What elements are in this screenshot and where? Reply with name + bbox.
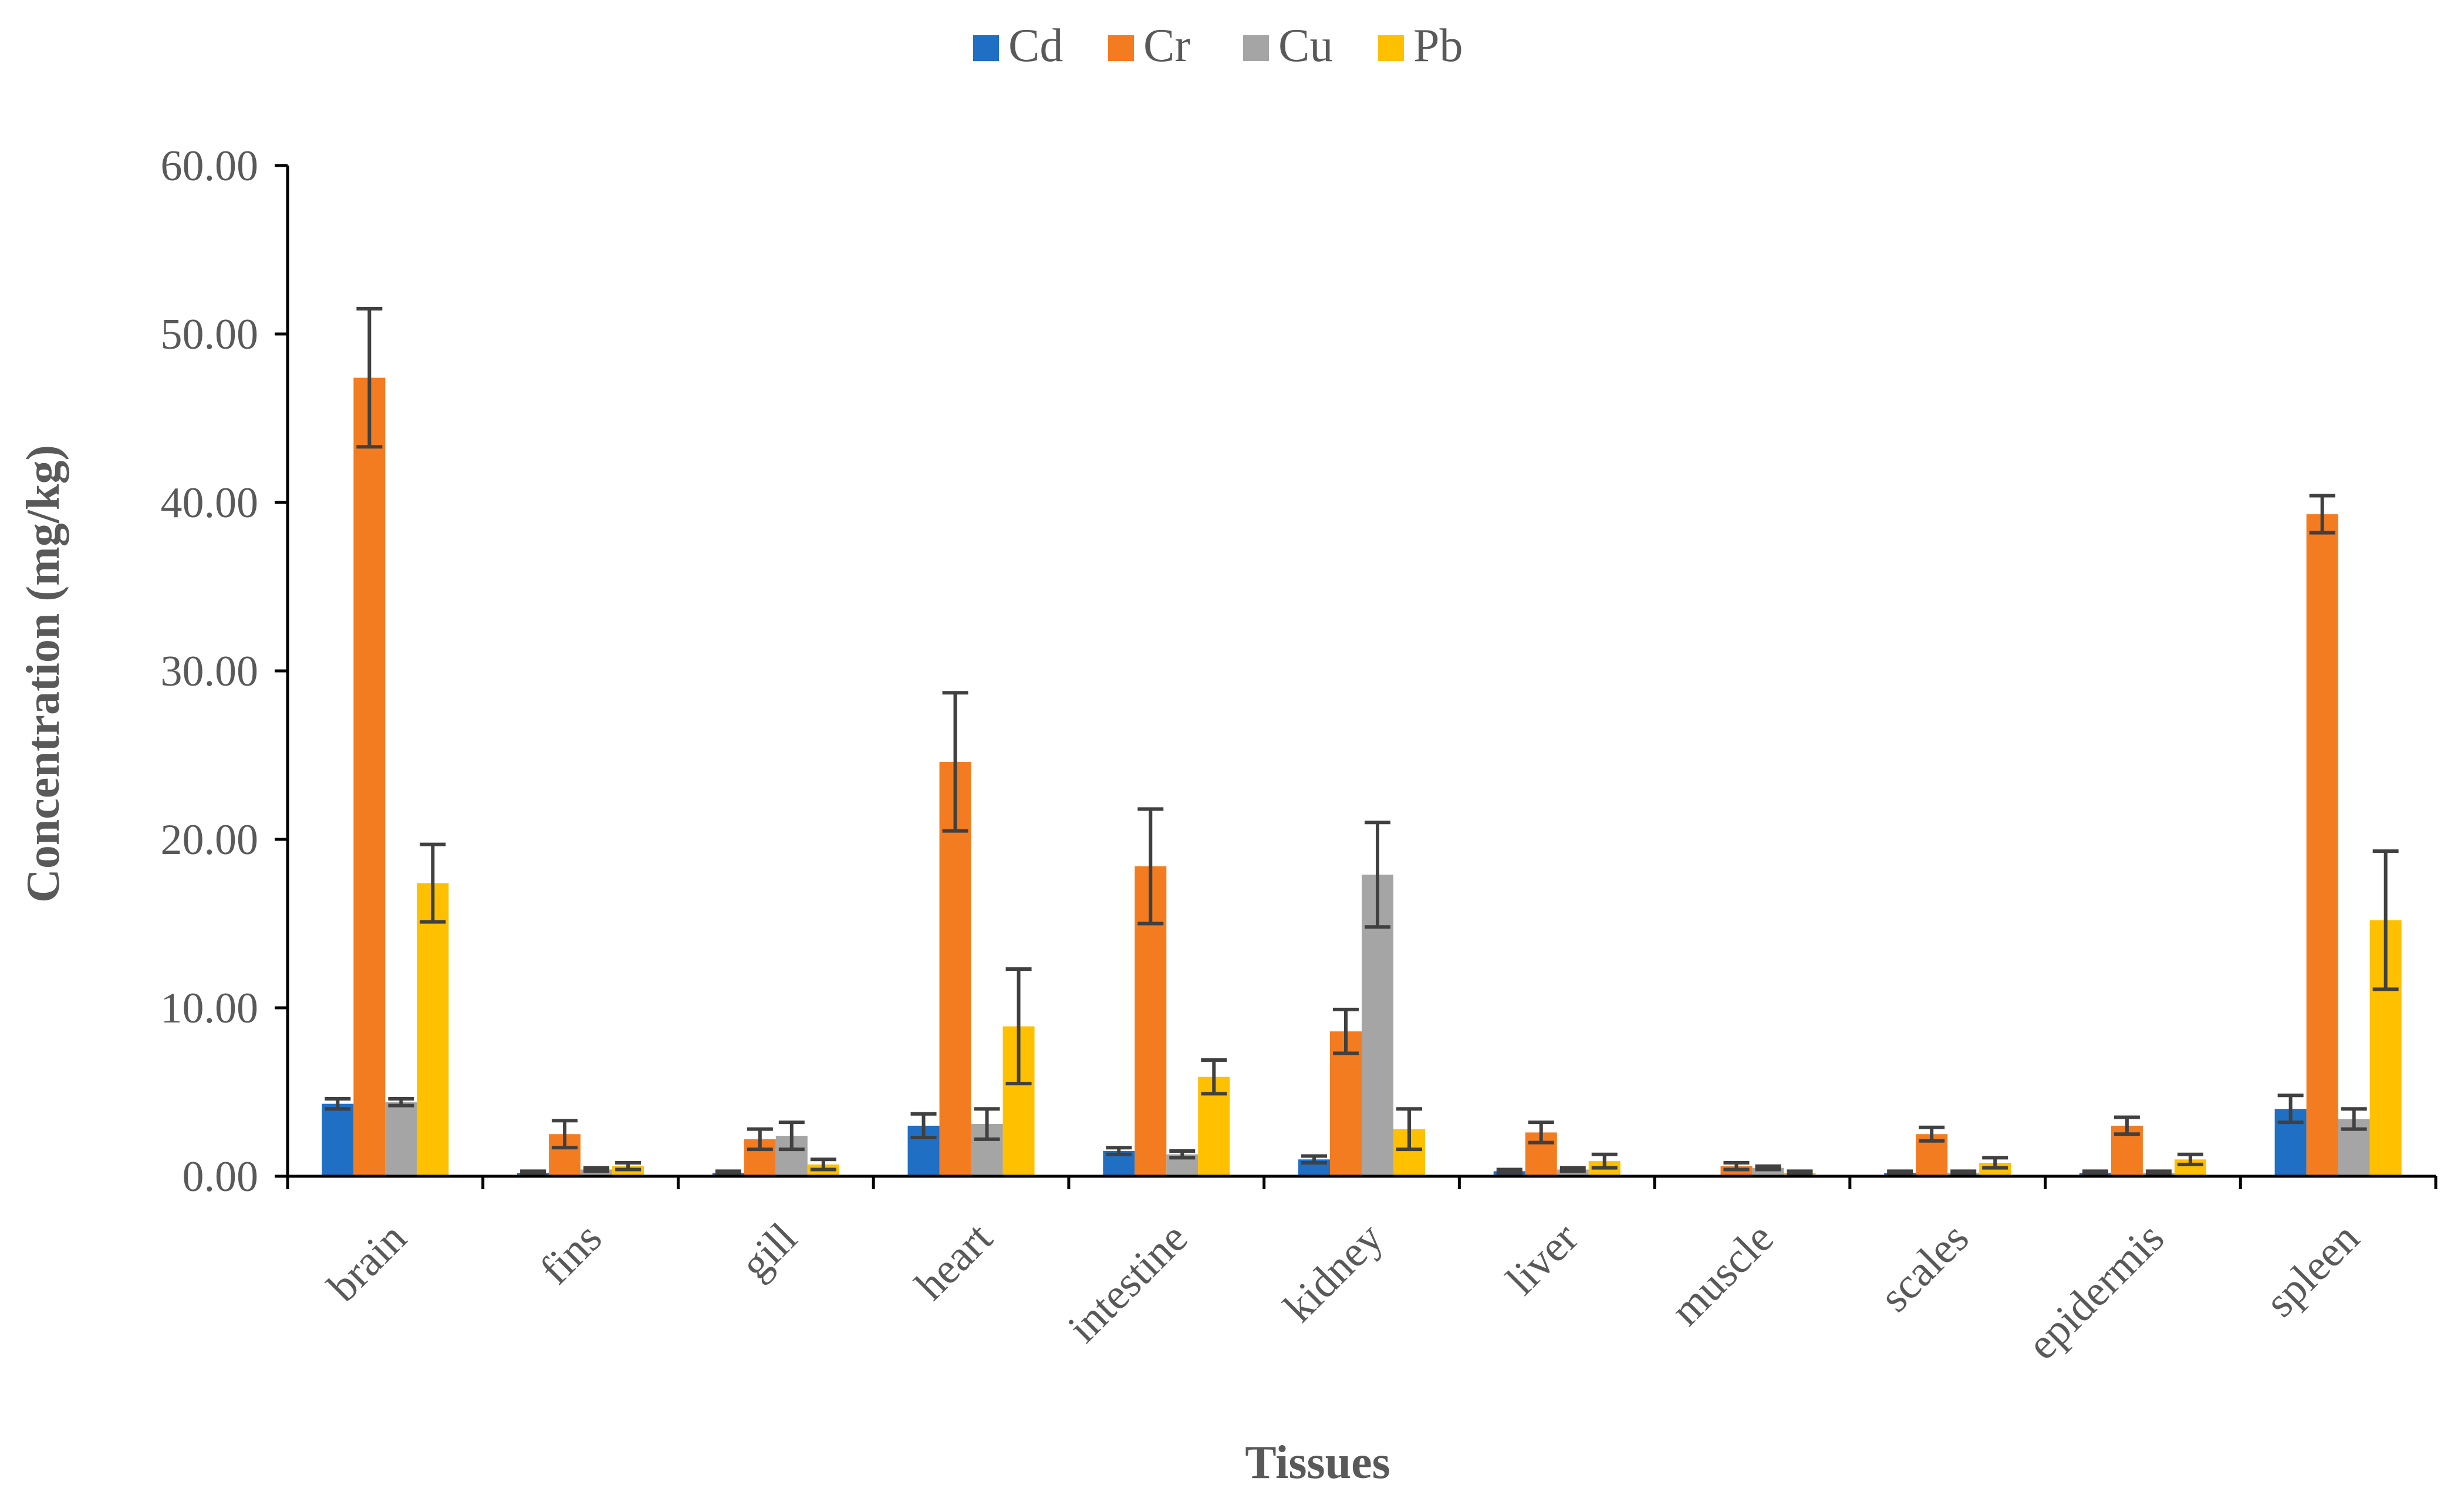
error-bar: [2309, 494, 2335, 535]
y-axis: 0.00 10.00 20.00 30.00 40.00 50.00 60.00: [161, 142, 289, 1201]
x-category-label: heart: [906, 1214, 1002, 1310]
x-category-label: epidermis: [2018, 1214, 2173, 1369]
error-bar: [1755, 1164, 1781, 1172]
error-bar: [1950, 1169, 1977, 1177]
x-category-label: spleen: [2256, 1214, 2369, 1327]
legend-item-pb: Pb: [1378, 20, 1463, 72]
y-tick-label: 20.00: [161, 816, 259, 864]
error-bar: [1137, 807, 1164, 926]
bar-cr-brain: [353, 377, 386, 1176]
legend-swatch: [1378, 35, 1404, 61]
y-tick-label: 60.00: [161, 142, 259, 190]
legend-swatch: [1108, 35, 1134, 61]
y-tick-label: 50.00: [161, 310, 259, 359]
error-bar: [2277, 1094, 2304, 1125]
error-bar: [1887, 1169, 1913, 1177]
error-bar: [552, 1119, 578, 1150]
legend-label: Cr: [1143, 20, 1190, 72]
error-bar: [1201, 1058, 1227, 1096]
x-axis-title: Tissues: [1245, 1437, 1390, 1489]
error-bar: [583, 1166, 610, 1173]
x-category-label: brain: [319, 1214, 416, 1311]
error-bar: [810, 1157, 836, 1172]
error-bar: [1365, 821, 1390, 929]
error-bar: [388, 1096, 414, 1108]
error-bar: [1396, 1107, 1422, 1152]
y-tick-label: 0.00: [183, 1153, 259, 1201]
bar-cr-kidney: [1330, 1031, 1362, 1176]
x-category-label: intestine: [1059, 1214, 1197, 1352]
error-bar: [974, 1107, 1000, 1141]
y-axis-title: Concentration (mg/kg): [18, 445, 69, 903]
series-cr: [353, 306, 2338, 1176]
error-bar: [2114, 1115, 2140, 1136]
x-category-label: fins: [531, 1214, 611, 1294]
x-category-label: muscle: [1662, 1214, 1783, 1335]
y-tick-label: 30.00: [161, 647, 259, 696]
series-cu: [385, 821, 2370, 1177]
error-bar: [520, 1169, 546, 1177]
x-axis: brain fins gill heart intestine kidney liver mu…: [286, 1174, 2438, 1369]
legend-label: Cu: [1278, 20, 1333, 72]
series-pb: [417, 842, 2402, 1177]
error-bar: [356, 306, 383, 449]
error-bar: [1919, 1125, 1945, 1143]
error-bar: [2372, 849, 2399, 991]
error-bar: [1723, 1161, 1750, 1172]
legend-item-cu: Cu: [1243, 20, 1333, 72]
error-bar: [1591, 1152, 1618, 1170]
legend-swatch: [973, 35, 999, 61]
bar-cr-spleen: [2306, 514, 2338, 1176]
error-bar: [615, 1161, 642, 1172]
error-bar: [2341, 1107, 2367, 1131]
y-tick-label: 40.00: [161, 479, 259, 527]
y-tick-label: 10.00: [161, 984, 259, 1032]
error-bar: [1496, 1167, 1522, 1175]
error-bar: [420, 842, 446, 924]
legend-label: Pb: [1413, 20, 1463, 72]
error-bar: [1559, 1166, 1586, 1173]
legend-swatch: [1243, 35, 1269, 61]
legend-item-cr: Cr: [1108, 20, 1190, 72]
legend-item-cd: Cd: [973, 20, 1063, 72]
error-bar: [778, 1120, 805, 1152]
x-category-label: liver: [1497, 1214, 1588, 1304]
error-bar: [747, 1127, 773, 1152]
bar-pb-brain: [417, 883, 449, 1176]
legend: Cd Cr Cu Pb: [973, 20, 1463, 72]
bar-cd-brain: [322, 1103, 354, 1176]
x-category-label: gill: [731, 1214, 806, 1289]
error-bar: [2082, 1169, 2108, 1177]
error-bar: [1301, 1154, 1327, 1165]
error-bar: [942, 691, 968, 833]
error-bar: [715, 1169, 741, 1177]
error-bar: [1982, 1156, 2008, 1170]
x-category-label: scales: [1871, 1214, 1978, 1321]
error-bar: [1169, 1149, 1196, 1160]
error-bar: [2177, 1152, 2203, 1166]
error-bar: [1528, 1120, 1554, 1145]
error-bar: [325, 1096, 351, 1111]
x-category-label: kidney: [1275, 1214, 1392, 1331]
bar-cu-brain: [385, 1102, 417, 1176]
error-bar: [1005, 967, 1032, 1086]
error-bar: [2145, 1169, 2172, 1177]
series-cd: [322, 1094, 2307, 1177]
error-bar: [1106, 1146, 1132, 1156]
legend-label: Cd: [1008, 20, 1063, 72]
error-bar: [1333, 1007, 1359, 1055]
bar-series-group: [322, 306, 2402, 1177]
error-bar: [1787, 1169, 1813, 1177]
error-bar: [910, 1112, 937, 1139]
